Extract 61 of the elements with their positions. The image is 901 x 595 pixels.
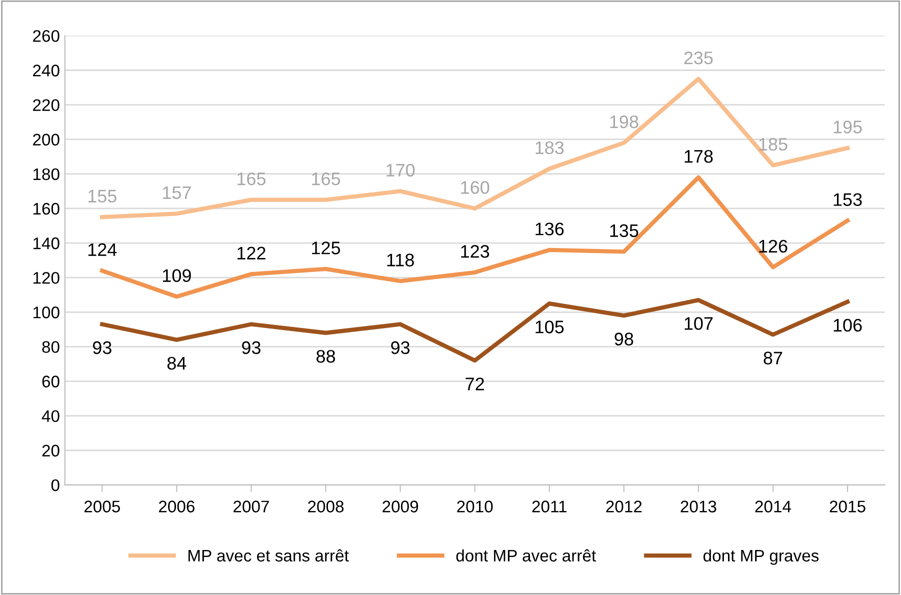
data-label: 160: [461, 181, 490, 194]
data-label: 109: [162, 269, 191, 282]
data-label: 165: [312, 172, 340, 186]
y-tick-label: 160: [33, 202, 60, 215]
y-tick-label: 100: [33, 306, 60, 318]
data-label: 126: [759, 240, 788, 253]
data-label: 93: [92, 341, 112, 354]
legend-label: dont MP graves: [703, 549, 819, 565]
legend-label: dont MP avec arrêt: [456, 549, 596, 562]
data-label: 123: [461, 245, 490, 258]
data-label: 235: [684, 52, 713, 64]
data-label: 106: [834, 318, 862, 332]
data-label: 98: [614, 332, 634, 346]
data-label: 185: [759, 138, 788, 151]
data-label: 118: [387, 254, 414, 266]
y-tick-label: 220: [33, 99, 60, 112]
data-label: 135: [610, 224, 638, 238]
x-tick-label: 2013: [680, 500, 716, 512]
data-label: 170: [386, 164, 415, 177]
data-label: 195: [834, 120, 862, 134]
data-label: 136: [536, 222, 564, 236]
y-tick-label: 240: [33, 64, 60, 76]
x-tick-label: 2009: [382, 500, 418, 512]
data-label: 84: [167, 356, 186, 370]
x-tick-label: 2015: [830, 500, 866, 512]
y-tick-label: 60: [42, 376, 60, 388]
data-label: 87: [764, 352, 782, 364]
data-label: 125: [312, 242, 340, 254]
x-tick-label: 2011: [532, 500, 566, 512]
data-label: 88: [316, 350, 336, 363]
y-tick-label: 40: [42, 410, 60, 422]
data-label: 198: [610, 115, 638, 128]
x-tick-label: 2012: [606, 500, 642, 512]
data-label: 107: [684, 317, 713, 330]
y-tick-label: 200: [33, 134, 60, 146]
data-label: 124: [88, 243, 117, 256]
y-tick-label: 260: [33, 30, 60, 42]
legend-label: MP avec et sans arrêt: [188, 549, 349, 562]
x-tick-label: 2007: [234, 500, 269, 512]
x-tick-label: 2008: [308, 500, 344, 512]
data-label: 155: [88, 190, 116, 203]
data-label: 157: [162, 186, 191, 200]
data-label: 72: [466, 378, 484, 390]
data-label: 105: [536, 320, 564, 334]
data-label: 122: [238, 246, 266, 260]
y-tick-label: 180: [33, 168, 60, 180]
data-label: 178: [684, 150, 713, 163]
y-tick-label: 80: [42, 341, 60, 353]
x-tick-label: 2005: [84, 500, 120, 512]
y-tick-label: 0: [51, 479, 60, 492]
data-label: 183: [536, 141, 564, 154]
data-label: 93: [242, 341, 260, 354]
data-label: 93: [391, 341, 410, 354]
y-tick-label: 120: [33, 272, 60, 284]
data-label: 153: [834, 193, 862, 206]
x-tick-label: 2006: [158, 500, 194, 512]
y-tick-label: 20: [42, 444, 60, 457]
x-tick-label: 2010: [457, 500, 493, 512]
x-tick-label: 2014: [755, 500, 792, 512]
y-tick-label: 140: [33, 237, 60, 250]
data-label: 165: [238, 172, 266, 186]
